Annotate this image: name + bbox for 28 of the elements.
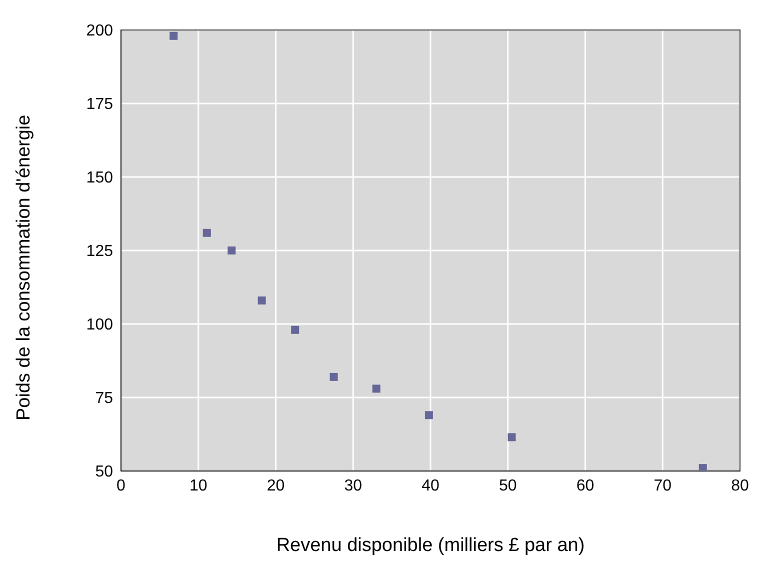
- point: [698, 464, 707, 471]
- y-axis-title: Poids de la consommation d'énergie: [14, 114, 35, 420]
- y-tick-label: 125: [86, 243, 114, 260]
- x-tick-label: 30: [344, 477, 362, 494]
- point: [228, 246, 236, 254]
- point: [372, 384, 380, 393]
- x-tick-label: 0: [116, 477, 126, 494]
- x-tick-label: 20: [266, 477, 285, 494]
- y-tick-label: 100: [86, 316, 114, 334]
- point: [508, 433, 516, 442]
- y-tick-label: 50: [95, 464, 114, 481]
- point: [258, 296, 266, 304]
- point: [330, 372, 338, 381]
- x-tick-label: 40: [422, 477, 440, 494]
- y-tick-label: 200: [86, 22, 114, 40]
- point: [424, 411, 433, 420]
- point: [202, 228, 211, 237]
- x-tick-label: 10: [189, 477, 208, 494]
- y-tick-label: 150: [86, 170, 114, 187]
- point: [170, 32, 178, 40]
- y-tick-label: 75: [95, 390, 114, 408]
- x-tick-label: 50: [498, 477, 517, 494]
- point: [291, 326, 300, 334]
- x-axis-title: Revenu disponible (milliers £ par an): [276, 535, 585, 556]
- x-tick-label: 80: [731, 477, 749, 494]
- y-tick-label: 175: [86, 96, 114, 114]
- x-tick-label: 60: [576, 477, 594, 494]
- x-tick-label: 70: [654, 477, 672, 494]
